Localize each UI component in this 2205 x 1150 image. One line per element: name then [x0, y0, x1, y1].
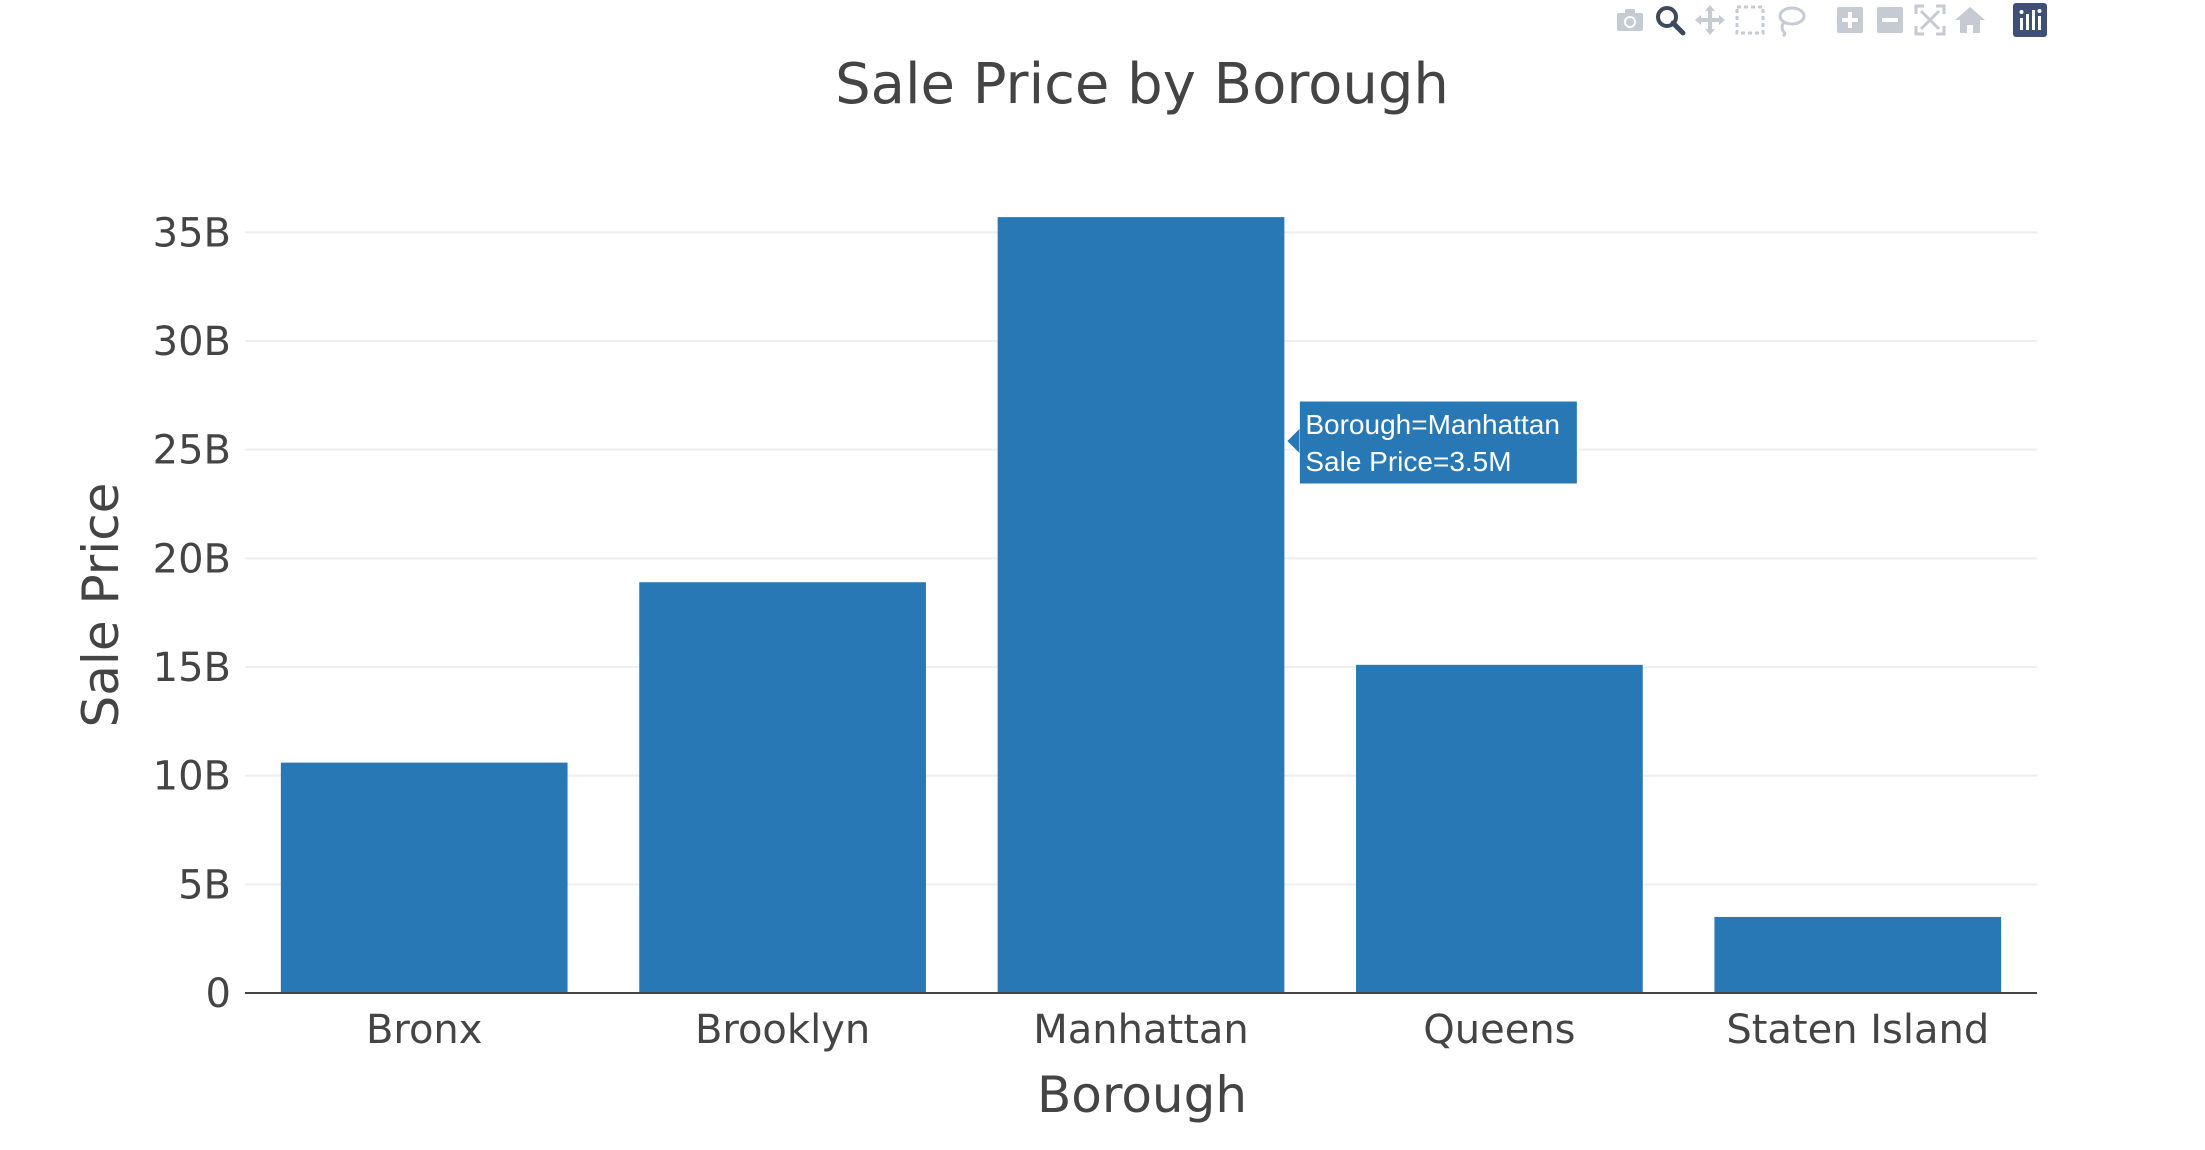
pan-icon: [1695, 5, 1725, 35]
x-tick-label: Queens: [1423, 1007, 1575, 1053]
y-tick-label: 10B: [153, 754, 231, 800]
camera-icon: [1617, 9, 1643, 31]
x-axis-ticks: Bronx Brooklyn Manhattan Queens Staten Islan…: [366, 1007, 1989, 1053]
autoscale-icon: [1914, 4, 1946, 36]
bar-manhattan[interactable]: [997, 217, 1285, 993]
lasso-select-button[interactable]: [1770, 0, 1810, 40]
y-tick-label: 20B: [153, 536, 231, 582]
plotly-logo-icon: [2013, 3, 2047, 37]
reset-axes-button[interactable]: [1950, 0, 1990, 40]
zoom-in-icon: [1837, 7, 1863, 33]
zoom-icon: [1656, 6, 1686, 36]
camera-button[interactable]: [1610, 0, 1650, 40]
hover-pointer: [1287, 429, 1300, 453]
y-axis-ticks: 0 5B 10B 15B 20B 25B 30B 35B: [153, 210, 231, 1017]
bar-staten-island[interactable]: [1714, 916, 2002, 993]
x-tick-label: Staten Island: [1726, 1007, 1989, 1053]
y-tick-label: 15B: [153, 645, 231, 691]
x-tick-label: Bronx: [366, 1007, 483, 1053]
zoom-in-button[interactable]: [1830, 0, 1870, 40]
box-select-button[interactable]: [1730, 0, 1770, 40]
reset-axes-icon: [1955, 7, 1985, 33]
y-tick-label: 0: [206, 971, 231, 1017]
box-select-icon: [1735, 5, 1765, 35]
y-tick-label: 35B: [153, 210, 231, 256]
zoom-out-icon: [1877, 7, 1903, 33]
zoom-out-button[interactable]: [1870, 0, 1910, 40]
autoscale-button[interactable]: [1910, 0, 1950, 40]
hover-tooltip: Borough=Manhattan Sale Price=3.5M: [1287, 400, 1578, 485]
y-tick-label: 25B: [153, 428, 231, 474]
y-axis-title: Sale Price: [72, 483, 130, 728]
y-tick-label: 5B: [178, 862, 231, 908]
bar-queens[interactable]: [1356, 664, 1643, 993]
zoom-button[interactable]: [1650, 0, 1690, 40]
chart-title: Sale Price by Borough: [835, 52, 1449, 117]
hover-line: Sale Price=3.5M: [1305, 446, 1511, 477]
hover-box: [1298, 400, 1578, 485]
x-tick-label: Manhattan: [1033, 1007, 1248, 1053]
x-tick-label: Brooklyn: [695, 1007, 870, 1053]
x-axis-title: Borough: [1037, 1066, 1247, 1124]
pan-button[interactable]: [1690, 0, 1730, 40]
bar-bronx[interactable]: [280, 762, 568, 993]
y-tick-label: 30B: [153, 319, 231, 365]
hover-line: Borough=Manhattan: [1305, 409, 1560, 440]
bar-brooklyn[interactable]: [639, 582, 926, 993]
modebar: [1610, 0, 2050, 40]
plotly-logo-button[interactable]: [2010, 0, 2050, 40]
lasso-select-icon: [1778, 6, 1806, 38]
bars: [280, 217, 2002, 993]
